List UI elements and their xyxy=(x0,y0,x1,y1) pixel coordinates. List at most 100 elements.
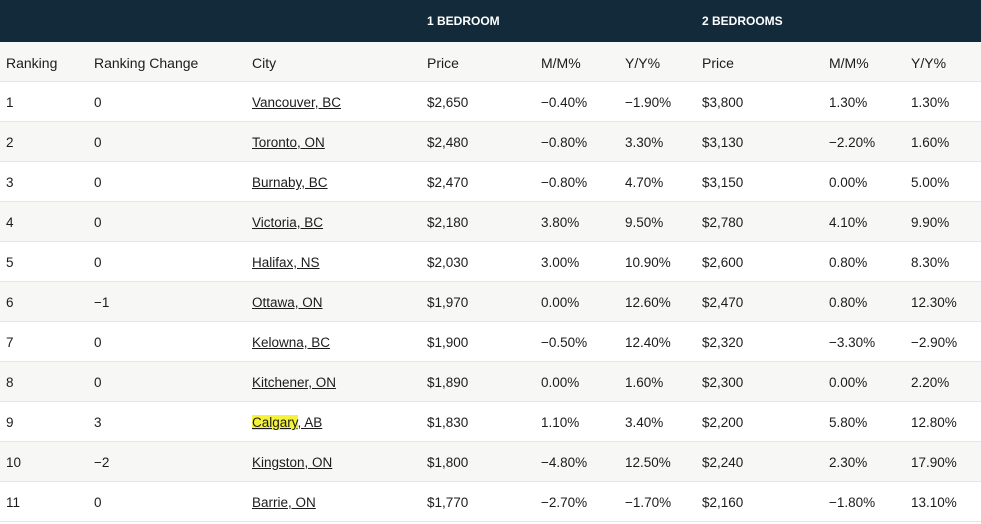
2br-price: $2,470 xyxy=(702,295,744,310)
2br-mm: 0.80% xyxy=(829,295,868,310)
ranking: 1 xyxy=(6,95,14,110)
ranking: 3 xyxy=(6,175,14,190)
1br-yy: −1.90% xyxy=(625,95,672,110)
ranking: 11 xyxy=(6,495,21,510)
column-header-row: Ranking Ranking Change City Price M/M% Y… xyxy=(0,42,981,82)
ranking-change: 0 xyxy=(94,175,102,190)
1br-price: $1,890 xyxy=(427,375,469,390)
2br-price: $2,160 xyxy=(702,495,744,510)
1br-price: $1,970 xyxy=(427,295,469,310)
2br-mm: −1.80% xyxy=(829,495,876,510)
1br-price: $2,480 xyxy=(427,135,469,150)
city-link[interactable]: Kelowna, BC xyxy=(252,335,331,350)
2br-yy: 8.30% xyxy=(911,255,950,270)
1br-mm: 0.00% xyxy=(541,375,580,390)
1br-yy: 1.60% xyxy=(625,375,664,390)
1br-yy: 12.50% xyxy=(625,455,671,470)
city-link[interactable]: Toronto, ON xyxy=(252,135,325,150)
ranking-change: 0 xyxy=(94,215,102,230)
2br-yy: 1.30% xyxy=(911,95,950,110)
1br-mm: −4.80% xyxy=(541,455,588,470)
ranking: 9 xyxy=(6,415,14,430)
ranking-change: 0 xyxy=(94,335,102,350)
1br-price: $2,650 xyxy=(427,95,469,110)
col-1br-mm: M/M% xyxy=(541,55,581,71)
col-2br-price: Price xyxy=(702,55,734,71)
table-row: 7 0 Kelowna, BC $1,900 −0.50% 12.40% $2,320 −3.… xyxy=(0,322,981,362)
table-row: 11 0 Barrie, ON $1,770 −2.70% −1.70% $2,160 −1.… xyxy=(0,482,981,522)
2br-mm: 2.30% xyxy=(829,455,868,470)
ranking-change: 0 xyxy=(94,135,102,150)
2br-price: $3,150 xyxy=(702,175,744,190)
city-link[interactable]: Barrie, ON xyxy=(252,495,316,510)
table-row: 3 0 Burnaby, BC $2,470 −0.80% 4.70% $3,150 0.00… xyxy=(0,162,981,202)
ranking-change: 0 xyxy=(94,495,102,510)
1br-mm: −2.70% xyxy=(541,495,588,510)
2br-mm: 0.80% xyxy=(829,255,868,270)
col-2br-yy: Y/Y% xyxy=(911,55,947,71)
2br-yy: 13.10% xyxy=(911,495,957,510)
ranking-change: 0 xyxy=(94,95,102,110)
1br-mm: 3.80% xyxy=(541,215,580,230)
1br-yy: 3.30% xyxy=(625,135,664,150)
1br-yy: 9.50% xyxy=(625,215,664,230)
city-link[interactable]: Calgary, AB xyxy=(252,415,323,430)
2br-price: $2,300 xyxy=(702,375,744,390)
1br-mm: −0.40% xyxy=(541,95,588,110)
2br-yy: 1.60% xyxy=(911,135,950,150)
1br-mm: 0.00% xyxy=(541,295,580,310)
ranking: 5 xyxy=(6,255,14,270)
ranking: 8 xyxy=(6,375,14,390)
ranking-change: −1 xyxy=(94,295,110,310)
2br-yy: 12.80% xyxy=(911,415,957,430)
1br-mm: 1.10% xyxy=(541,415,580,430)
table-row: 4 0 Victoria, BC $2,180 3.80% 9.50% $2,780 4.10… xyxy=(0,202,981,242)
table-row: 2 0 Toronto, ON $2,480 −0.80% 3.30% $3,130 −2.2… xyxy=(0,122,981,162)
group-header-2-bedrooms: 2 BEDROOMS xyxy=(702,14,783,28)
city-link[interactable]: Victoria, BC xyxy=(252,215,324,230)
table-row: 6 −1 Ottawa, ON $1,970 0.00% 12.60% $2,470 0.80… xyxy=(0,282,981,322)
1br-yy: 4.70% xyxy=(625,175,664,190)
2br-yy: 17.90% xyxy=(911,455,957,470)
city-link[interactable]: Kingston, ON xyxy=(252,455,333,470)
col-city: City xyxy=(252,55,277,71)
city-link[interactable]: Kitchener, ON xyxy=(252,375,337,390)
ranking: 10 xyxy=(6,455,22,470)
1br-mm: −0.50% xyxy=(541,335,588,350)
table-row: 10 −2 Kingston, ON $1,800 −4.80% 12.50% $2,240… xyxy=(0,442,981,482)
1br-yy: 12.60% xyxy=(625,295,671,310)
1br-mm: −0.80% xyxy=(541,175,588,190)
col-ranking-change: Ranking Change xyxy=(94,55,199,71)
2br-mm: −3.30% xyxy=(829,335,876,350)
city-link[interactable]: Vancouver, BC xyxy=(252,95,342,110)
2br-yy: 5.00% xyxy=(911,175,950,190)
2br-price: $3,800 xyxy=(702,95,744,110)
1br-mm: 3.00% xyxy=(541,255,580,270)
city-link[interactable]: Halifax, NS xyxy=(252,255,320,270)
1br-price: $2,180 xyxy=(427,215,469,230)
ranking: 6 xyxy=(6,295,14,310)
1br-price: $2,030 xyxy=(427,255,469,270)
table-row: 8 0 Kitchener, ON $1,890 0.00% 1.60% $2,300 0.0… xyxy=(0,362,981,402)
1br-yy: −1.70% xyxy=(625,495,672,510)
city-link[interactable]: Burnaby, BC xyxy=(252,175,328,190)
1br-yy: 12.40% xyxy=(625,335,671,350)
2br-mm: 1.30% xyxy=(829,95,868,110)
city-link[interactable]: Ottawa, ON xyxy=(252,295,323,310)
group-header-band: 1 BEDROOM 2 BEDROOMS xyxy=(0,0,981,42)
col-1br-yy: Y/Y% xyxy=(625,55,661,71)
2br-price: $2,200 xyxy=(702,415,744,430)
highlight: Calgary xyxy=(252,415,298,430)
2br-mm: 0.00% xyxy=(829,375,868,390)
2br-price: $2,780 xyxy=(702,215,744,230)
2br-yy: 12.30% xyxy=(911,295,957,310)
1br-yy: 3.40% xyxy=(625,415,664,430)
col-2br-mm: M/M% xyxy=(829,55,869,71)
ranking-change: 0 xyxy=(94,375,102,390)
ranking-change: −2 xyxy=(94,455,110,470)
col-ranking: Ranking xyxy=(6,55,58,71)
ranking: 7 xyxy=(6,335,14,350)
1br-yy: 10.90% xyxy=(625,255,671,270)
2br-price: $2,600 xyxy=(702,255,744,270)
2br-yy: 2.20% xyxy=(911,375,950,390)
